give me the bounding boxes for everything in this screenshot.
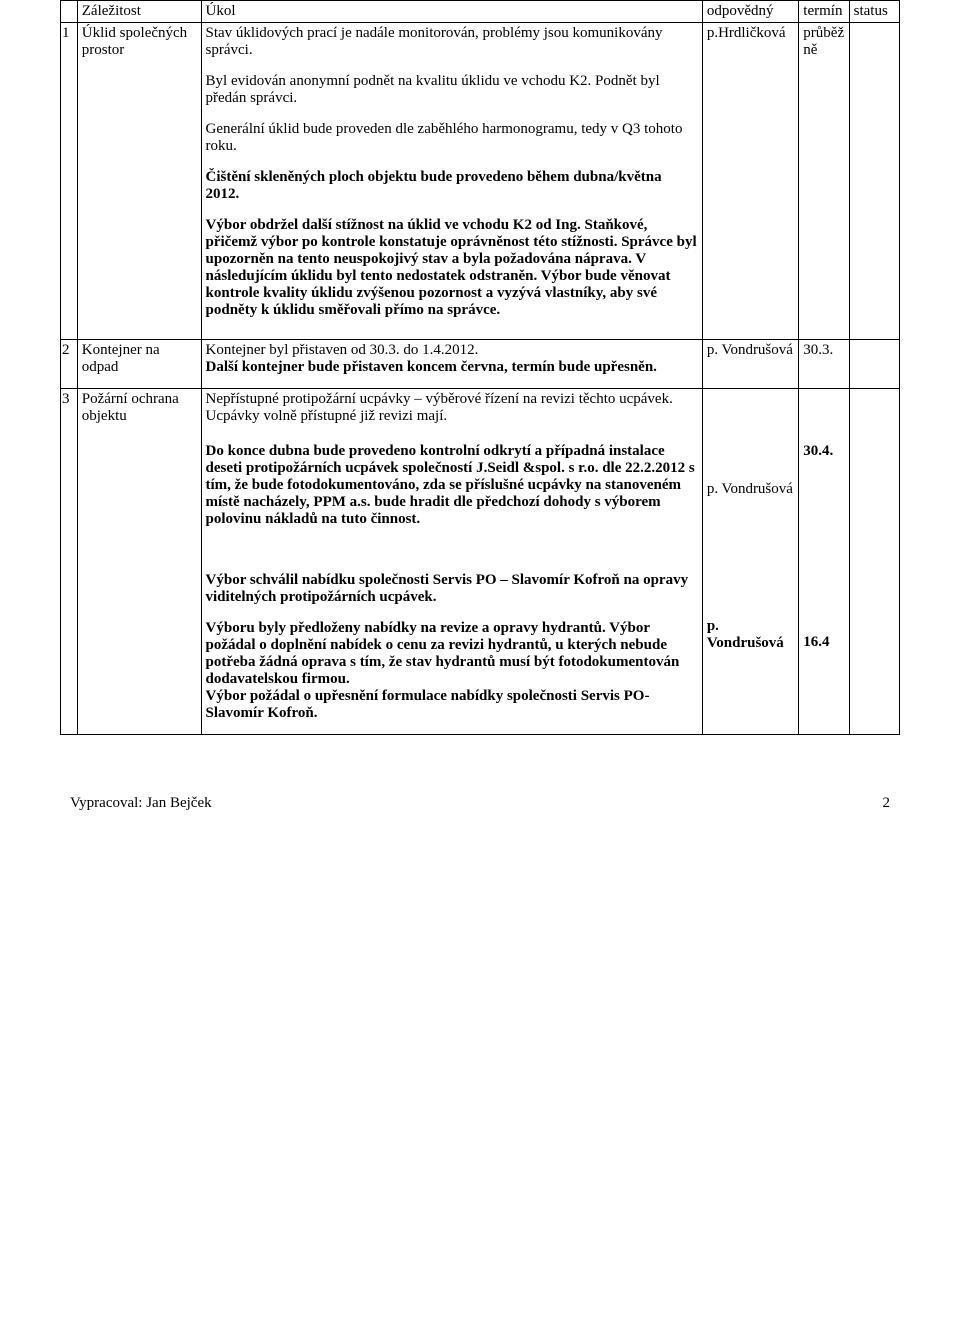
row3-term-a [799,389,849,442]
row1-p3: Generální úklid bude proveden dle zaběhl… [206,121,698,155]
row3-odp-c: p. Vondrušová [702,570,798,735]
row1-odp: p.Hrdličková [702,23,798,340]
main-table: Záležitost Úkol odpovědný termín status … [60,0,900,735]
row1-p4: Čištění skleněných ploch objektu bude pr… [206,169,698,203]
row3-p2: Do konce dubna bude provedeno kontrolní … [206,443,698,528]
row1-p5: Výbor obdržel další stížnost na úklid ve… [206,217,698,319]
row1-zal: Úklid společných prostor [77,23,201,340]
row3-p3: Výbor schválil nabídku společnosti Servi… [206,572,698,606]
row2-stat [849,340,899,389]
header-ukol: Úkol [201,1,702,23]
row1-term: průběžně [799,23,849,340]
header-row: Záležitost Úkol odpovědný termín status [61,1,900,23]
row3-p1: Nepřístupné protipožární ucpávky – výběr… [206,391,698,425]
row1-num: 1 [61,23,78,340]
footer: Vypracoval: Jan Bejček 2 [60,795,900,812]
row2-term: 30.3. [799,340,849,389]
row3-stat [849,389,899,735]
row3-zal: Požární ochrana objektu [77,389,201,735]
row1-p2: Byl evidován anonymní podnět na kvalitu … [206,73,698,107]
table-row: 1 Úklid společných prostor Stav úklidový… [61,23,900,340]
row3-p4: Výboru byly předloženy nabídky na revize… [206,620,698,688]
row1-ukol: Stav úklidových prací je nadále monitoro… [201,23,702,340]
row3-p5: Výbor požádal o upřesnění formulace nabí… [206,688,698,722]
row3-term-b: 30.4. [799,441,849,570]
row2-num: 2 [61,340,78,389]
row2-p1b: Další kontejner bude přistaven koncem če… [206,359,657,375]
header-zal: Záležitost [77,1,201,23]
row2-odp: p. Vondrušová [702,340,798,389]
row1-stat [849,23,899,340]
row2-ukol: Kontejner byl přistaven od 30.3. do 1.4.… [201,340,702,389]
row3-odp-b: p. Vondrušová [702,441,798,570]
table-row: 2 Kontejner na odpad Kontejner byl přist… [61,340,900,389]
header-num [61,1,78,23]
row3-ukol-b: Do konce dubna bude provedeno kontrolní … [201,441,702,570]
row2-zal: Kontejner na odpad [77,340,201,389]
row3-ukol-c: Výbor schválil nabídku společnosti Servi… [201,570,702,735]
footer-author: Vypracoval: Jan Bejček [70,795,212,812]
header-odp: odpovědný [702,1,798,23]
row3-odp-a [702,389,798,442]
row1-p1: Stav úklidových prací je nadále monitoro… [206,25,698,59]
header-term: termín [799,1,849,23]
footer-page-number: 2 [883,795,891,812]
row3-term-c: 16.4 [799,570,849,735]
row3-num: 3 [61,389,78,735]
table-row: 3 Požární ochrana objektu Nepřístupné pr… [61,389,900,442]
row3-ukol-a: Nepřístupné protipožární ucpávky – výběr… [201,389,702,442]
row2-p1a: Kontejner byl přistaven od 30.3. do 1.4.… [206,342,479,358]
header-stat: status [849,1,899,23]
